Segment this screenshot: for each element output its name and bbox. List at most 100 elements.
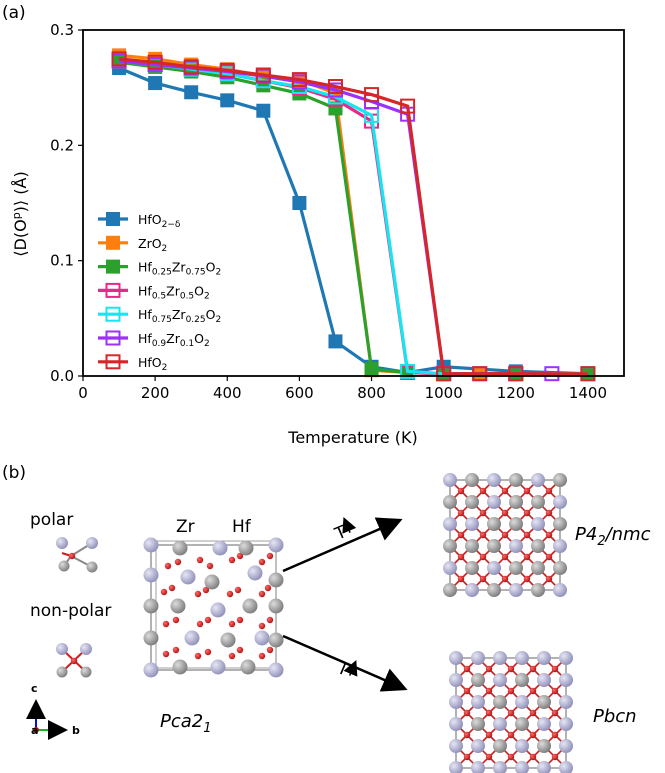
zr-atom: [537, 651, 551, 665]
hf-label: Hf: [232, 517, 252, 537]
hf-atom: [242, 598, 258, 614]
pbcn-structure: [449, 651, 573, 773]
x-tick-label: 600: [285, 384, 314, 402]
hf-atom: [487, 539, 501, 553]
oxygen-atom: [228, 652, 236, 660]
oxygen-atom: [485, 731, 493, 739]
oxygen-atom: [529, 753, 537, 761]
p42nmc-structure: [443, 473, 567, 597]
oxygen-atom: [523, 553, 531, 561]
oxygen-atom: [479, 575, 487, 583]
oxygen-atom: [479, 509, 487, 517]
zr-atom: [180, 569, 196, 585]
hf-atom: [465, 495, 479, 509]
oxygen-atom: [485, 665, 493, 673]
data-point: [183, 59, 199, 75]
oxygen-atom: [545, 575, 553, 583]
oxygen-atom: [463, 687, 471, 695]
arrow-to-tetragonal: T: [282, 517, 403, 573]
hf-atom: [268, 598, 284, 614]
series-line: [118, 57, 588, 376]
data-point: [184, 85, 199, 100]
phase-pca21-label: Pca21: [160, 711, 212, 736]
hf-atom: [531, 495, 545, 509]
oxygen-atom: [206, 562, 214, 570]
oxygen-atom: [551, 731, 559, 739]
zr-atom: [449, 651, 463, 665]
oxygen-atom: [457, 531, 465, 539]
hf-atom: [493, 695, 507, 709]
oxygen-atom: [545, 553, 553, 561]
oxygen-atom: [234, 586, 242, 594]
y-tick-label: 0.2: [50, 136, 74, 154]
hf-atom: [204, 574, 220, 590]
polar-motif: [56, 537, 98, 573]
oxygen-atom: [529, 709, 537, 717]
data-point: [148, 76, 163, 91]
zr-atom: [493, 673, 507, 687]
legend-entry: Hf0.5Zr0.5O2: [98, 282, 210, 301]
hf-atom: [515, 673, 529, 687]
oxygen-atom: [196, 620, 204, 628]
series-6: [111, 51, 596, 382]
oxygen-atom: [479, 531, 487, 539]
oxygen-atom: [523, 509, 531, 517]
oxygen-atom: [501, 553, 509, 561]
legend-entry: Hf0.9Zr0.1O2: [98, 330, 210, 349]
hf-atom: [172, 659, 188, 675]
data-point: [472, 366, 488, 382]
zr-atom: [449, 717, 463, 731]
oxygen-atom: [463, 709, 471, 717]
zr-atom: [465, 583, 479, 597]
zr-atom: [493, 717, 507, 731]
hf-atom: [509, 473, 523, 487]
oxygen-atom: [551, 665, 559, 673]
svg-text:⟨D(Op)⟩ (Å): ⟨D(Op)⟩ (Å): [10, 171, 30, 256]
oxygen-atom: [463, 753, 471, 761]
data-point: [328, 334, 343, 349]
zr-atom: [531, 473, 545, 487]
x-tick-label: 1000: [425, 384, 463, 402]
axis-b-label: b: [72, 724, 80, 737]
oxygen-atom: [545, 487, 553, 495]
zr-atom: [515, 739, 529, 753]
oxygen-atom: [194, 590, 202, 598]
data-point: [436, 366, 452, 382]
zr-atom: [553, 495, 567, 509]
hf-atom: [553, 473, 567, 487]
pca21-structure: [143, 537, 284, 678]
hf-atom: [465, 561, 479, 575]
zr-atom: [465, 517, 479, 531]
oxygen-atom: [202, 586, 210, 594]
oxygen-atom: [258, 558, 266, 566]
x-tick-label: 200: [141, 384, 170, 402]
oxygen-atom: [236, 616, 244, 624]
hf-atom: [493, 739, 507, 753]
x-tick-label: 1400: [569, 384, 607, 402]
oxygen-atom: [485, 687, 493, 695]
data-point: [220, 93, 235, 108]
oxygen-atom: [529, 687, 537, 695]
legend-entry: HfO2: [98, 354, 167, 373]
zr-atom: [143, 537, 159, 553]
hf-atom: [238, 540, 254, 556]
oxygen-atom: [204, 616, 212, 624]
zr-atom: [449, 695, 463, 709]
zr-atom: [515, 651, 529, 665]
legend-label: HfO2−δ: [138, 212, 181, 230]
legend-label: Hf0.5Zr0.5O2: [138, 283, 210, 301]
hf-atom: [537, 695, 551, 709]
oxygen-atom: [479, 553, 487, 561]
oxygen-atom: [194, 652, 202, 660]
oxygen-atom: [523, 575, 531, 583]
oxygen-atom: [501, 487, 509, 495]
series-4: [111, 53, 596, 382]
data-point: [291, 72, 307, 88]
zr-atom: [493, 761, 507, 773]
data-point: [400, 98, 416, 114]
chart-legend: HfO2−δ ZrO2 Hf0.25Zr0.75O2 Hf0.5Zr0.5O2 Hf0.…: [98, 212, 221, 373]
hf-atom: [531, 539, 545, 553]
zr-atom: [247, 565, 263, 581]
plot-frame: [82, 29, 625, 377]
y-tick-label: 0.3: [50, 21, 74, 39]
